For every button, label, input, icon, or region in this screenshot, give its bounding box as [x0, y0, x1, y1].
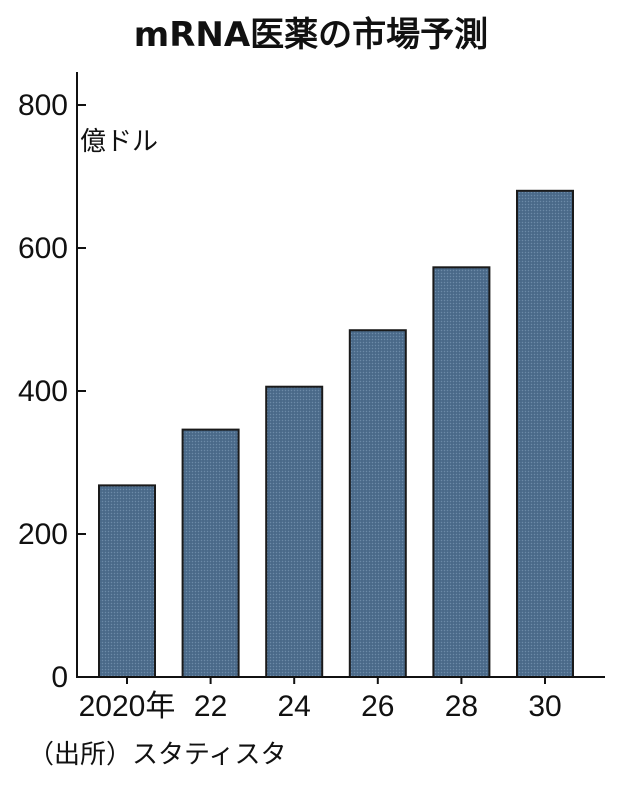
bar-1	[98, 484, 156, 678]
y-axis: 0 200 400 600 800	[18, 89, 86, 694]
x-tick-label: 28	[445, 690, 478, 723]
y-axis-unit-label: 億ドル	[80, 127, 158, 157]
y-tick-label: 600	[18, 232, 68, 265]
bar-5	[432, 266, 491, 678]
y-tick-label: 400	[18, 375, 68, 408]
bars	[98, 189, 574, 679]
x-tick-label: 22	[194, 690, 227, 723]
x-axis: 2020年 22 24 26 28 30	[79, 677, 562, 723]
y-tick-label: 200	[18, 518, 68, 551]
x-tick-label: 30	[528, 690, 561, 723]
bar-6	[516, 189, 574, 679]
y-tick-label: 800	[18, 89, 68, 122]
bar-4	[348, 329, 407, 678]
bar-2	[181, 428, 240, 678]
x-tick-label: 24	[278, 690, 311, 723]
chart-title: mRNA医薬の市場予測	[134, 15, 488, 55]
x-tick-label: 26	[361, 690, 394, 723]
source-note: （出所）スタティスタ	[28, 740, 286, 770]
y-tick-label: 0	[51, 661, 68, 694]
x-tick-label: 2020年	[79, 690, 176, 723]
bar-3	[265, 385, 324, 678]
